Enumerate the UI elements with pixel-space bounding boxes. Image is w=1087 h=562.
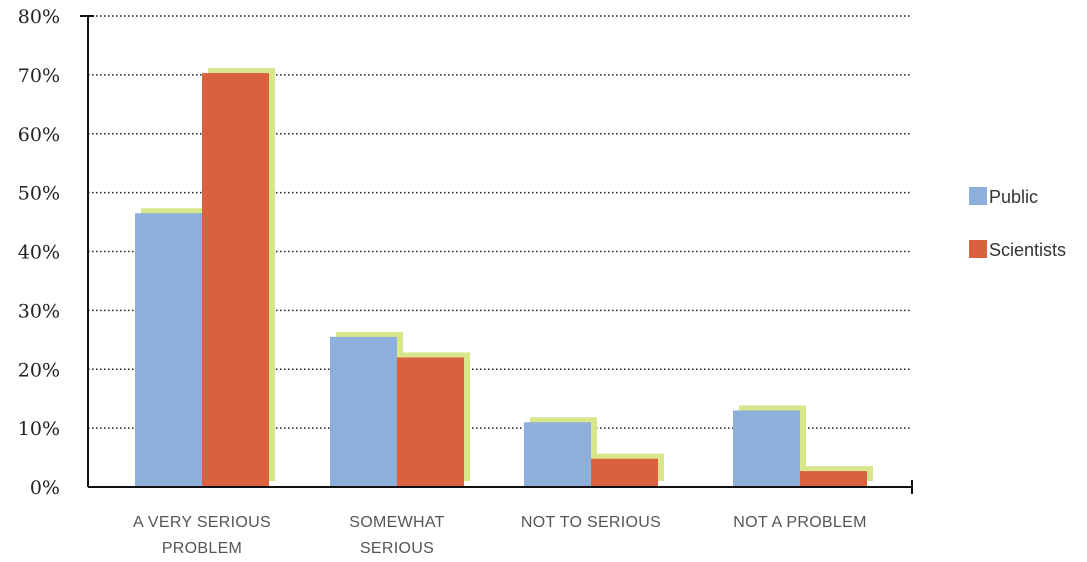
y-tick-label: 10% xyxy=(18,418,60,440)
category-label: NOT TO SERIOUS xyxy=(521,514,661,531)
bar-scientists-3 xyxy=(800,471,867,487)
legend-label-scientists: Scientists xyxy=(989,240,1066,260)
bar-public-0 xyxy=(135,213,202,487)
y-tick-label: 60% xyxy=(18,124,60,146)
y-tick-label: 80% xyxy=(18,6,60,28)
bar-public-3 xyxy=(733,410,800,487)
category-label: NOT A PROBLEM xyxy=(733,514,866,531)
y-tick-label: 70% xyxy=(18,65,60,87)
bar-public-2 xyxy=(524,422,591,487)
y-tick-label: 30% xyxy=(18,300,60,322)
y-tick-label: 20% xyxy=(18,359,60,381)
bar-public-1 xyxy=(330,336,397,487)
bar-scientists-0 xyxy=(202,73,269,487)
legend-swatch-public xyxy=(969,187,987,205)
category-label: SOMEWHAT SERIOUS xyxy=(349,514,444,557)
legend-swatch-scientists xyxy=(969,240,987,258)
bar-scientists-2 xyxy=(591,458,658,487)
y-tick-label: 0% xyxy=(30,477,60,499)
y-tick-label: 50% xyxy=(18,183,60,205)
legend-label-public: Public xyxy=(989,187,1038,207)
category-label: A VERY SERIOUS PROBLEM xyxy=(133,514,271,557)
bar-scientists-1 xyxy=(397,357,464,487)
y-tick-label: 40% xyxy=(18,242,60,264)
